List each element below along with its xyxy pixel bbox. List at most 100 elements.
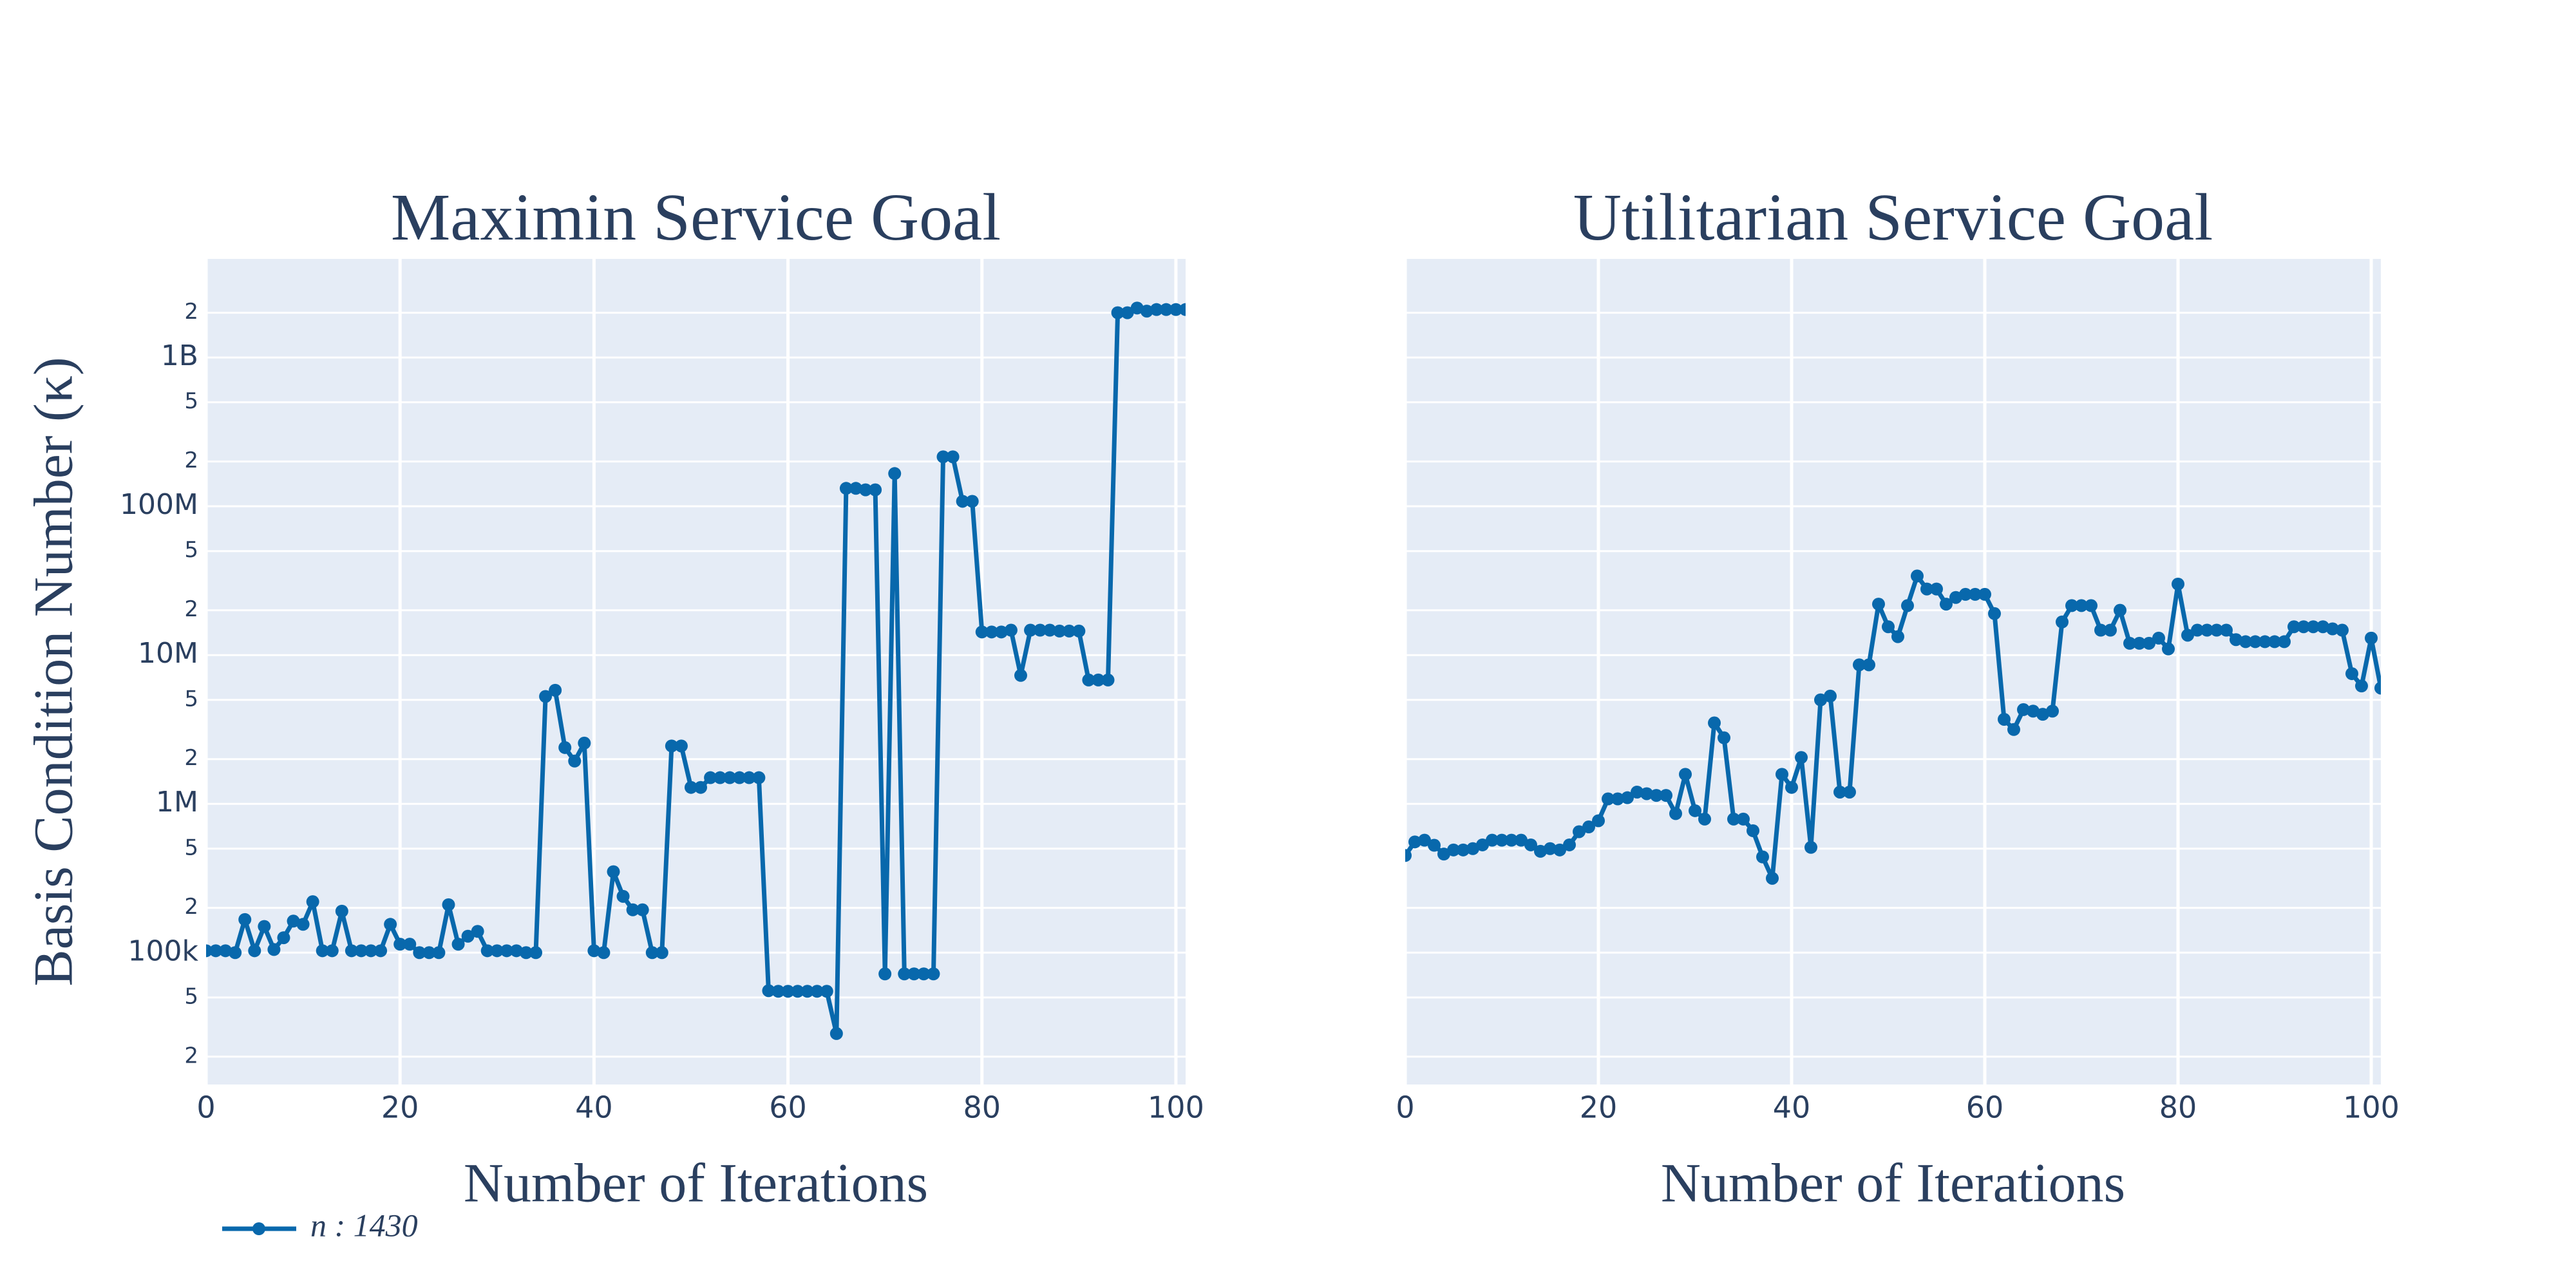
data-point xyxy=(2307,620,2320,634)
data-point xyxy=(316,944,329,958)
data-point xyxy=(587,944,601,958)
data-point xyxy=(1111,306,1124,319)
y-tick-label: 2 xyxy=(184,745,198,771)
data-point xyxy=(2133,636,2146,650)
data-point xyxy=(2104,623,2117,637)
data-point xyxy=(296,918,310,931)
data-point xyxy=(917,967,931,981)
data-point xyxy=(1043,623,1057,637)
chart-title: Utilitarian Service Goal xyxy=(1573,180,2213,254)
x-tick-label: 40 xyxy=(575,1090,613,1125)
data-point xyxy=(558,741,572,754)
data-point xyxy=(607,865,620,878)
data-point xyxy=(810,985,824,998)
data-point xyxy=(849,482,862,495)
data-point xyxy=(2046,705,2059,718)
data-point xyxy=(490,944,504,958)
data-point xyxy=(1708,716,1721,730)
data-point xyxy=(762,984,775,998)
data-point xyxy=(2239,635,2252,649)
data-point xyxy=(1130,301,1144,315)
data-point xyxy=(471,925,484,938)
data-point xyxy=(956,495,969,508)
data-point xyxy=(519,946,533,960)
data-point xyxy=(616,889,630,903)
data-point xyxy=(2374,681,2381,695)
data-point xyxy=(1014,668,1027,682)
legend-marker xyxy=(252,1222,265,1235)
data-point xyxy=(2085,599,2098,612)
data-point xyxy=(869,483,882,497)
data-point xyxy=(1447,843,1460,857)
data-point xyxy=(1418,833,1431,847)
data-point xyxy=(2181,629,2194,642)
data-point xyxy=(325,944,339,958)
data-point xyxy=(1611,792,1624,806)
y-tick-label: 100M xyxy=(120,488,198,521)
data-point xyxy=(1814,693,1827,706)
data-point xyxy=(2336,623,2349,637)
data-point xyxy=(568,754,582,768)
y-tick-label: 1B xyxy=(161,339,198,372)
y-tick-label: 10M xyxy=(138,637,198,670)
data-point xyxy=(1891,630,1904,643)
data-point xyxy=(1949,591,1962,604)
data-point xyxy=(1660,789,1672,802)
data-point xyxy=(1698,812,1711,826)
data-point xyxy=(238,913,252,926)
data-point xyxy=(1072,624,1086,638)
data-point xyxy=(1486,833,1499,847)
plot-background xyxy=(206,259,1186,1084)
data-point xyxy=(1843,785,1856,799)
data-point xyxy=(1524,838,1537,851)
data-point xyxy=(1159,303,1173,316)
data-point xyxy=(1737,812,1750,826)
data-point xyxy=(578,736,591,750)
data-point xyxy=(1544,842,1557,855)
data-point xyxy=(829,1027,843,1040)
data-point xyxy=(1457,843,1470,857)
data-point xyxy=(1978,587,1991,601)
data-point xyxy=(597,946,611,960)
data-point xyxy=(936,450,950,464)
data-point xyxy=(248,944,261,958)
y-tick-label: 1M xyxy=(156,786,198,819)
data-point xyxy=(1689,804,1701,817)
data-point xyxy=(422,946,436,960)
data-point xyxy=(1505,833,1518,847)
data-point xyxy=(859,483,873,497)
data-point xyxy=(2191,623,2204,637)
data-point xyxy=(2268,635,2281,649)
data-point xyxy=(2075,599,2088,612)
data-point xyxy=(626,903,639,916)
data-point xyxy=(1121,306,1134,319)
data-point xyxy=(2036,708,2049,721)
data-point xyxy=(1476,838,1489,851)
data-point xyxy=(878,967,892,981)
data-point xyxy=(335,904,348,918)
data-point xyxy=(781,985,795,998)
data-point xyxy=(975,625,989,639)
data-point xyxy=(365,944,378,958)
y-tick-label: 5 xyxy=(184,983,198,1009)
data-point xyxy=(2152,631,2165,645)
data-point xyxy=(539,690,553,703)
data-point xyxy=(345,944,358,958)
y-axis-title: Basis Condition Number (κ) xyxy=(23,357,84,986)
x-tick-label: 40 xyxy=(1773,1090,1811,1125)
x-tick-label: 60 xyxy=(769,1090,807,1125)
data-point xyxy=(1582,820,1595,834)
x-axis-title: Number of Iterations xyxy=(1661,1152,2125,1214)
data-point xyxy=(1437,848,1450,861)
data-point xyxy=(432,946,446,960)
data-point xyxy=(403,938,417,951)
data-point xyxy=(2094,623,2107,637)
data-point xyxy=(354,944,368,958)
data-point xyxy=(480,944,494,958)
data-point xyxy=(1573,825,1586,838)
data-point xyxy=(1669,807,1682,820)
data-point xyxy=(229,946,242,960)
y-tick-label: 100k xyxy=(128,934,199,967)
data-point xyxy=(888,467,902,480)
data-point xyxy=(2278,635,2291,649)
